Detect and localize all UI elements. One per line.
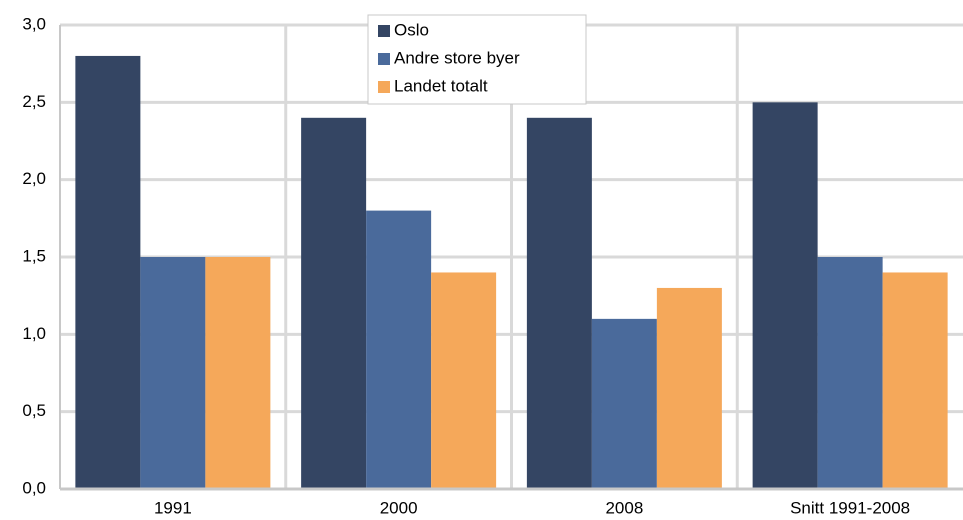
legend-swatch xyxy=(378,81,390,93)
y-tick-label: 0,5 xyxy=(22,401,46,420)
legend-swatch xyxy=(378,53,390,65)
bar xyxy=(817,257,883,489)
bar xyxy=(526,117,592,490)
y-tick-label: 1,0 xyxy=(22,324,46,343)
x-tick-label: 2008 xyxy=(605,498,643,517)
x-tick-label: 1991 xyxy=(154,498,192,517)
legend-label: Andre store byer xyxy=(394,48,520,67)
bar xyxy=(140,257,206,489)
bar xyxy=(366,210,432,489)
y-tick-label: 3,0 xyxy=(22,14,46,33)
bar xyxy=(752,102,818,489)
x-tick-label: 2000 xyxy=(380,498,418,517)
legend-label: Landet totalt xyxy=(394,76,488,95)
bar xyxy=(75,55,141,489)
y-tick-label: 1,5 xyxy=(22,246,46,265)
y-tick-label: 2,0 xyxy=(22,169,46,188)
y-tick-label: 0,0 xyxy=(22,478,46,497)
bar xyxy=(301,117,367,490)
bar xyxy=(656,287,722,489)
bar xyxy=(431,272,497,489)
bar xyxy=(882,272,948,489)
legend-label: Oslo xyxy=(394,20,429,39)
bar xyxy=(591,318,657,489)
y-tick-label: 2,5 xyxy=(22,92,46,111)
x-tick-label: Snitt 1991-2008 xyxy=(790,498,910,517)
legend-box xyxy=(367,14,587,105)
legend-swatch xyxy=(378,25,390,37)
bar xyxy=(205,257,271,489)
